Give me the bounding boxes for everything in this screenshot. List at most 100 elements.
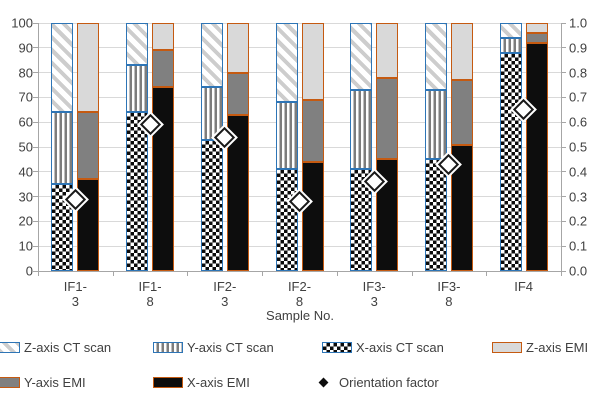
gridline <box>38 72 561 74</box>
legend-label: Y-axis EMI <box>24 374 86 390</box>
legend-label: X-axis EMI <box>187 374 250 390</box>
bar-segment-x-axis-ct-scan <box>275 169 298 271</box>
bar-segment-y-axis-emi <box>525 32 548 43</box>
x-axis-category-label: IF3- 8 <box>414 279 484 309</box>
y-axis-left-tick-label: 90 <box>18 40 33 56</box>
x-axis-category-label-line: 8 <box>445 294 453 309</box>
legend-label: X-axis CT scan <box>356 339 444 355</box>
bar-segment-y-axis-emi <box>77 112 100 180</box>
y-axis-right-tick-label: 0.9 <box>569 40 588 56</box>
y-axis-left-tick <box>33 22 38 24</box>
y-axis-left-tick <box>33 196 38 198</box>
y-axis-left-tick <box>33 121 38 123</box>
y-axis-left-tick-label: 70 <box>18 89 33 105</box>
y-axis-left-tick <box>33 47 38 49</box>
bar-segment-y-axis-emi <box>152 50 175 88</box>
bar-segment-x-axis-emi <box>525 42 548 271</box>
x-axis-category-label-line: IF4 <box>514 279 534 294</box>
legend-item-orientation-factor: Orientation factor <box>316 374 439 390</box>
legend-swatch-gray-icon <box>0 376 20 388</box>
y-axis-right-tick-label: 0.2 <box>569 213 588 229</box>
y-axis-left-tick-label: 100 <box>11 15 33 31</box>
x-axis-tick <box>112 271 114 276</box>
bar-segment-z-axis-ct-scan <box>126 23 149 66</box>
bar-segment-z-axis-emi <box>376 23 399 78</box>
bar-segment-y-axis-ct-scan <box>499 37 522 53</box>
gridline <box>38 121 561 123</box>
gridline <box>38 47 561 49</box>
x-axis-category-label-line: IF1- <box>63 279 87 294</box>
bar-segment-x-axis-ct-scan <box>424 159 447 271</box>
bar-segment-y-axis-ct-scan <box>200 87 223 140</box>
y-axis-left-tick-label: 60 <box>18 114 33 130</box>
y-axis-left-tick-label: 80 <box>18 65 33 81</box>
y-axis-right-tick-label: 0.7 <box>569 89 588 105</box>
y-axis-right-tick <box>561 220 566 222</box>
x-axis-tick <box>486 271 488 276</box>
y-axis-left-tick-label: 20 <box>18 213 33 229</box>
y-axis-left-tick <box>33 96 38 98</box>
bar-segment-x-axis-ct-scan <box>51 184 74 271</box>
legend-label: Orientation factor <box>339 374 439 390</box>
y-axis-left-tick-label: 0 <box>25 263 33 279</box>
x-axis-category-label: IF3- 3 <box>339 279 409 309</box>
y-axis-left-tick <box>33 72 38 74</box>
bar-segment-x-axis-ct-scan <box>350 169 373 271</box>
bar-segment-y-axis-emi <box>376 77 399 160</box>
gridline <box>38 22 561 24</box>
x-axis-tick <box>187 271 189 276</box>
bar-segment-z-axis-ct-scan <box>275 23 298 103</box>
bar-segment-y-axis-ct-scan <box>350 89 373 170</box>
legend-swatch-vstripe-icon <box>153 341 183 353</box>
x-axis-title: Sample No. <box>266 308 334 323</box>
y-axis-right-tick-label: 0.6 <box>569 114 588 130</box>
bar-segment-x-axis-emi <box>77 179 100 271</box>
x-axis-category-label: IF4 <box>489 279 559 294</box>
bar-segment-y-axis-emi <box>301 99 324 162</box>
y-axis-right-tick <box>561 72 566 74</box>
y-axis-left-tick <box>33 171 38 173</box>
legend-item-x-axis-ct-scan: X-axis CT scan <box>322 339 444 355</box>
gridline <box>38 171 561 173</box>
y-axis-right-tick <box>561 146 566 148</box>
y-axis-left-tick <box>33 270 38 272</box>
y-axis-right-tick <box>561 121 566 123</box>
y-axis-left-tick-label: 50 <box>18 139 33 155</box>
legend-item-y-axis-ct-scan: Y-axis CT scan <box>153 340 274 355</box>
bar-segment-x-axis-emi <box>301 161 324 271</box>
bar-segment-z-axis-emi <box>525 23 548 33</box>
bar-segment-y-axis-ct-scan <box>275 102 298 170</box>
y-axis-left-tick-label: 40 <box>18 164 33 180</box>
bar-segment-y-axis-ct-scan <box>126 65 149 113</box>
legend-swatch-dhatch-icon <box>0 341 20 353</box>
y-axis-left-line <box>38 23 39 271</box>
bar-segment-x-axis-ct-scan <box>499 52 522 271</box>
bar-segment-z-axis-ct-scan <box>350 23 373 90</box>
bar-segment-y-axis-ct-scan <box>424 89 447 160</box>
y-axis-right-tick-label: 1.0 <box>569 15 588 31</box>
bar-segment-z-axis-ct-scan <box>51 23 74 113</box>
x-axis-category-label-line: 8 <box>146 294 154 309</box>
gridline <box>38 96 561 98</box>
bar-segment-x-axis-emi <box>450 144 473 271</box>
x-axis-category-label-line: IF3- <box>437 279 461 294</box>
bar-segment-y-axis-emi <box>226 72 249 115</box>
x-axis-category-label: IF1- 3 <box>40 279 110 309</box>
bar-segment-z-axis-ct-scan <box>499 23 522 38</box>
bar-segment-z-axis-emi <box>226 23 249 73</box>
bar-segment-x-axis-ct-scan <box>126 112 149 271</box>
bar-segment-z-axis-ct-scan <box>200 23 223 88</box>
y-axis-right-tick <box>561 22 566 24</box>
x-axis-tick <box>411 271 413 276</box>
y-axis-right-tick-label: 0.1 <box>569 238 588 254</box>
y-axis-right-tick <box>561 245 566 247</box>
legend-swatch-black-icon <box>153 376 183 388</box>
bar-segment-z-axis-emi <box>152 23 175 51</box>
x-axis-line <box>38 271 562 272</box>
legend-swatch-lgray-icon <box>492 341 522 353</box>
gridline <box>38 146 561 148</box>
y-axis-right-tick <box>561 96 566 98</box>
legend-swatch-checker-icon <box>322 341 352 353</box>
y-axis-right-tick <box>561 270 566 272</box>
